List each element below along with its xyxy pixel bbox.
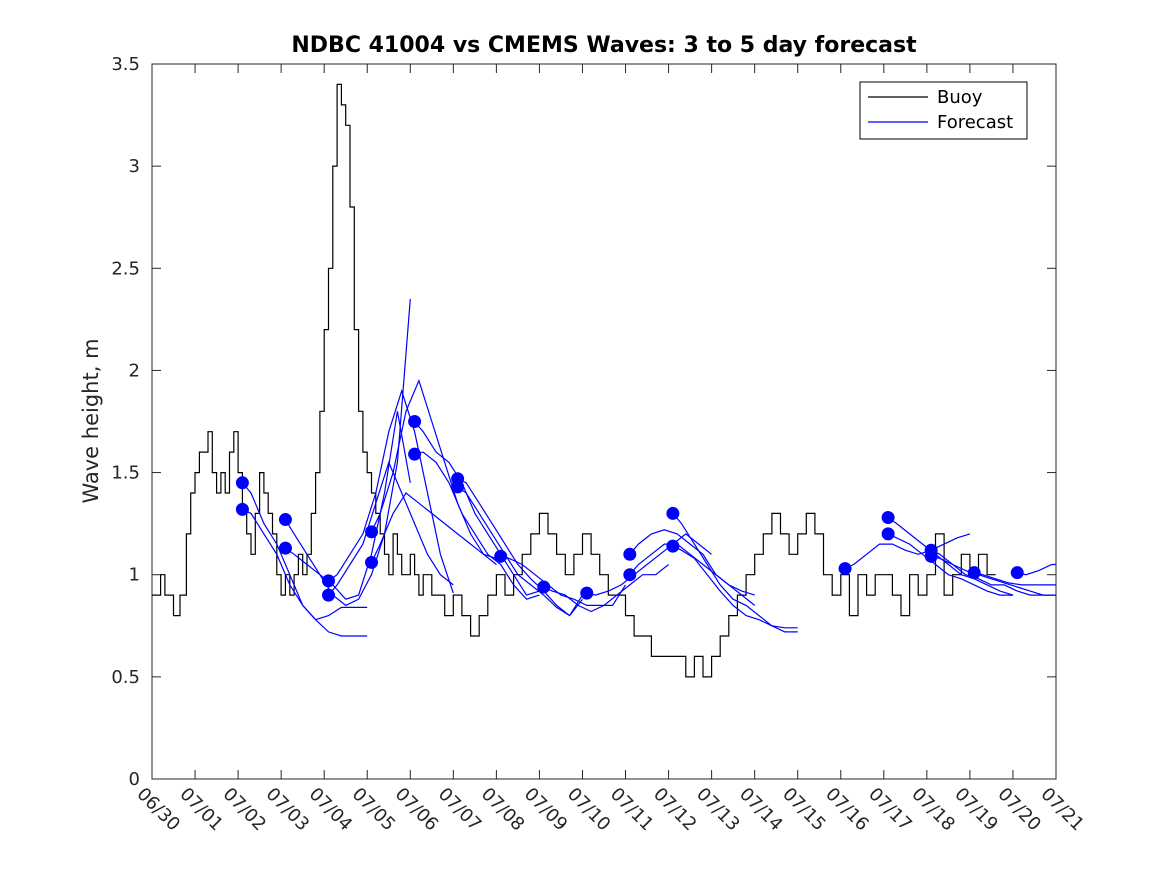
forecast-run-line xyxy=(414,421,540,596)
forecast-run-line xyxy=(931,555,1056,596)
forecast-run-line xyxy=(930,549,1056,596)
y-tick-label: 1 xyxy=(129,565,140,586)
forecast-run-line xyxy=(370,378,497,559)
y-tick-label: 3.5 xyxy=(111,54,140,75)
forecast-start-point xyxy=(580,586,594,600)
forecast-run-line xyxy=(457,486,584,617)
forecast-run-line xyxy=(887,533,1013,596)
forecast-start-point xyxy=(838,562,852,576)
y-tick-label: 1.5 xyxy=(111,463,140,484)
forecast-start-point xyxy=(408,447,422,461)
forecast-run-line xyxy=(974,572,1056,586)
forecast-run-line xyxy=(242,508,368,621)
forecast-run-line xyxy=(672,513,798,633)
forecast-run-line xyxy=(414,451,540,600)
buoy-line xyxy=(152,83,996,678)
y-tick-label: 2 xyxy=(129,360,140,381)
forecast-run-line xyxy=(284,298,411,607)
forecast-run-line xyxy=(844,533,971,570)
plot-area: 06/3007/0107/0207/0307/0407/0507/0607/07… xyxy=(111,54,1088,835)
legend-buoy-label: Buoy xyxy=(937,87,983,108)
forecast-start-point xyxy=(623,568,637,582)
y-tick-label: 0 xyxy=(129,769,140,790)
legend-forecast-label: Forecast xyxy=(937,112,1013,133)
y-tick-label: 2.5 xyxy=(111,258,140,279)
forecast-run-line xyxy=(629,529,755,596)
forecast-start-point xyxy=(924,549,938,563)
forecast-start-point xyxy=(278,513,292,527)
y-axis-ticks: 0 0.5 1 1.5 2 2.5 3 3.5 xyxy=(111,54,1056,790)
forecast-start-point xyxy=(365,525,379,539)
forecast-start-point xyxy=(278,541,292,555)
forecast-run-line xyxy=(672,545,798,629)
y-axis-label: Wave height, m xyxy=(79,338,103,503)
y-tick-label: 0.5 xyxy=(111,667,140,688)
legend: Buoy Forecast xyxy=(859,81,1028,140)
legend-box xyxy=(859,81,1028,140)
forecast-start-point xyxy=(321,588,335,602)
forecast-run-line xyxy=(543,564,669,613)
forecast-start-point xyxy=(1010,566,1024,580)
forecast-run-line xyxy=(328,460,454,596)
forecast-start-point xyxy=(494,549,508,563)
forecast-start-point xyxy=(881,511,895,525)
forecast-start-point xyxy=(408,415,422,428)
forecast-start-point xyxy=(365,555,379,569)
forecast-start-point xyxy=(321,574,335,588)
forecast-start-point xyxy=(881,527,895,541)
forecast-run-line xyxy=(285,411,411,600)
forecast-start-point xyxy=(235,502,249,516)
forecast-start-point xyxy=(537,580,551,594)
forecast-start-points xyxy=(235,415,1024,602)
forecast-start-point xyxy=(623,547,637,561)
forecast-start-point xyxy=(451,480,465,494)
forecast-run-line xyxy=(629,543,756,606)
chart-title: NDBC 41004 vs CMEMS Waves: 3 to 5 day fo… xyxy=(291,33,917,58)
forecast-series xyxy=(241,298,1056,637)
plot-frame xyxy=(151,63,1057,780)
y-tick-label: 3 xyxy=(129,156,140,177)
forecast-run-line xyxy=(457,478,583,617)
forecast-run-line xyxy=(370,492,497,565)
buoy-series xyxy=(152,83,996,678)
forecast-start-point xyxy=(967,566,981,580)
forecast-start-point xyxy=(666,539,680,553)
forecast-start-point xyxy=(666,506,680,520)
forecast-run-line xyxy=(887,517,1014,596)
forecast-start-point xyxy=(235,476,249,490)
